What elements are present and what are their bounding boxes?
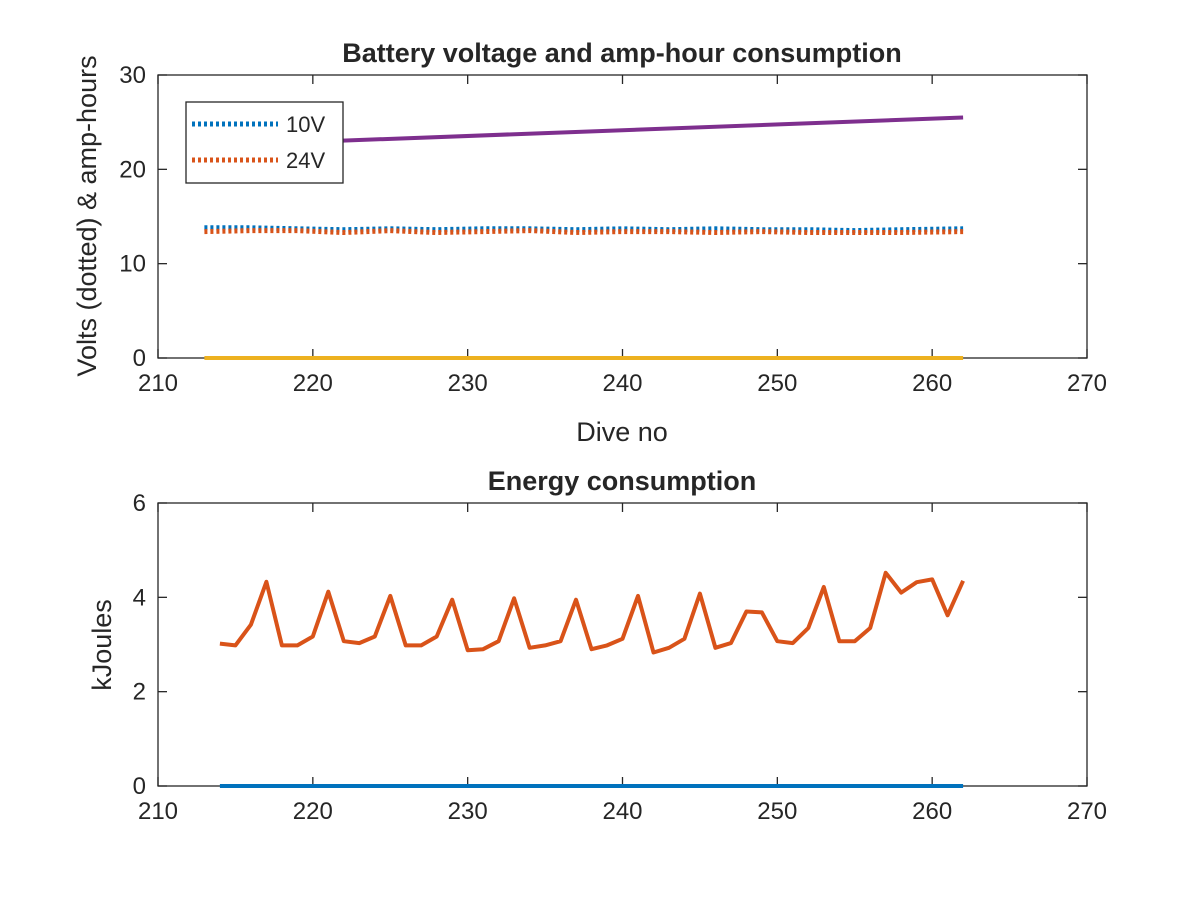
series-line-24v (204, 228, 964, 235)
legend-label-10v: 10V (286, 112, 325, 137)
x-tick-label: 210 (138, 370, 178, 397)
x-tick-label: 210 (138, 798, 178, 825)
y-tick-label: 0 (133, 345, 146, 372)
top-chart-title: Battery voltage and amp-hour consumption (342, 38, 902, 68)
x-tick-label: 220 (293, 370, 333, 397)
bottom-axes-lines (219, 570, 965, 788)
top-axes-ticks: 210 220 230 240 250 260 270 0 10 20 30 (119, 62, 1107, 397)
x-tick-label: 270 (1067, 798, 1107, 825)
x-tick-label: 260 (912, 798, 952, 825)
x-tick-label: 240 (602, 798, 642, 825)
x-tick-label: 250 (757, 798, 797, 825)
legend-box (185, 101, 344, 184)
bottom-axes: 210 220 230 240 250 260 270 0 2 4 6 Energy consump… (87, 466, 1107, 825)
x-tick-label: 270 (1067, 370, 1107, 397)
bottom-axes-frame (157, 502, 1088, 787)
x-tick-label: 230 (448, 798, 488, 825)
top-y-axis-label: Volts (dotted) & amp-hours (72, 55, 102, 376)
x-tick-label: 260 (912, 370, 952, 397)
y-tick-label: 30 (119, 62, 146, 89)
y-tick-label: 2 (133, 679, 146, 706)
top-x-axis-label: Dive no (576, 417, 668, 447)
x-tick-label: 250 (757, 370, 797, 397)
legend: 10V 24V (185, 101, 344, 184)
y-tick-label: 0 (133, 773, 146, 800)
y-tick-label: 20 (119, 156, 146, 183)
series-line-series-0 (219, 570, 965, 655)
bottom-chart-title: Energy consumption (488, 466, 757, 496)
legend-label-24v: 24V (286, 148, 325, 173)
bottom-y-axis-label: kJoules (87, 599, 117, 691)
x-tick-label: 220 (293, 798, 333, 825)
bottom-axes-ticks: 210 220 230 240 250 260 270 0 2 4 6 (133, 490, 1107, 825)
y-tick-label: 10 (119, 251, 146, 278)
top-axes: 210 220 230 240 250 260 270 0 10 20 30 Battery vol… (72, 38, 1107, 447)
y-tick-label: 6 (133, 490, 146, 517)
y-tick-label: 4 (133, 584, 146, 611)
x-tick-label: 230 (448, 370, 488, 397)
x-tick-label: 240 (602, 370, 642, 397)
